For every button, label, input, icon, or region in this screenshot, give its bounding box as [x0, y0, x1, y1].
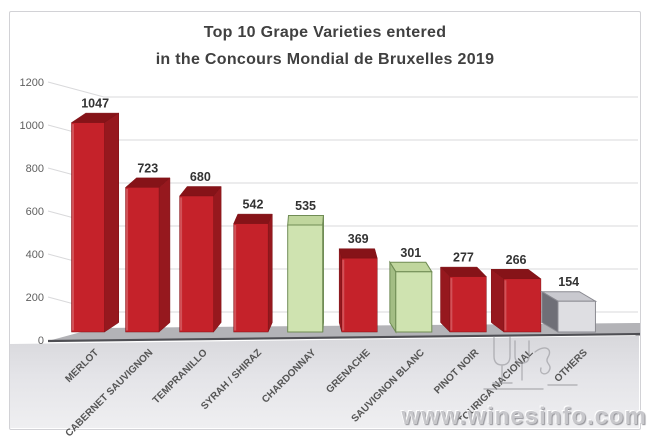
bar-value-label: 301 — [400, 246, 421, 260]
watermark-text: www.winesinfo.com — [401, 403, 647, 430]
bar-side-face — [389, 260, 397, 334]
bar-chardonnay — [287, 215, 325, 333]
bar-tempranillo — [179, 185, 222, 333]
chart-frame-border — [9, 11, 641, 430]
bar-value-label: 266 — [506, 253, 527, 267]
y-tick-label: 200 — [26, 292, 44, 304]
x-category-label: CHARDONNAY — [260, 347, 318, 405]
floor-shadow — [10, 336, 639, 428]
chart-title-line1: Top 10 Grape Varieties entered — [203, 24, 447, 41]
wine-glass-icon — [514, 340, 530, 381]
bar-sauvignon-blanc — [388, 260, 433, 334]
bar-side-face — [158, 177, 171, 333]
bar-front-face — [503, 278, 542, 333]
x-category-label: TEMPRANILLO — [151, 347, 210, 406]
bar-value-label: 542 — [243, 198, 264, 212]
bar-value-label: 369 — [348, 232, 369, 246]
y-tick-label: 0 — [38, 335, 44, 347]
bar-value-label: 1047 — [81, 97, 109, 111]
bar-side-face — [490, 268, 505, 333]
x-category-label: CABERNET SAUVIGNON — [64, 347, 156, 438]
x-category-label: OTHERS — [553, 347, 590, 384]
bar-front-face — [71, 122, 105, 333]
bar-front-face — [395, 271, 433, 333]
bar-top-face — [287, 215, 325, 226]
bar-side-face — [338, 248, 342, 333]
bar-side-face — [213, 185, 222, 333]
bar-top-face — [388, 261, 433, 273]
doodle-underline — [483, 384, 578, 390]
bar-side-face — [440, 266, 451, 333]
bar-value-label: 154 — [558, 275, 579, 289]
scribble-mark — [534, 347, 551, 375]
bar-value-label: 723 — [137, 161, 158, 175]
bar-top-face — [233, 213, 273, 224]
bar-front-face — [287, 224, 324, 333]
bar-top-face — [338, 248, 378, 259]
bar-side-face — [104, 112, 120, 333]
bar-value-label: 535 — [295, 199, 316, 213]
x-category-label: PINOT NOIR — [432, 347, 482, 397]
gridline-1200 — [47, 81, 638, 98]
x-category-label: GRENACHE — [324, 347, 372, 395]
bar-front-face — [449, 276, 487, 333]
gridline-1000 — [47, 124, 638, 141]
bar-front-face — [341, 257, 378, 333]
bar-merlot — [70, 112, 120, 333]
bar-syrah-shiraz — [233, 213, 273, 333]
bar-others — [540, 290, 598, 333]
y-tick-label: 1200 — [20, 77, 44, 89]
bar-front-face — [557, 300, 596, 333]
x-category-label: SYRAH / SHIRAZ — [199, 347, 264, 412]
chart-title-line2: in the Concours Mondial de Bruxelles 201… — [155, 51, 495, 68]
y-tick-label: 600 — [26, 206, 44, 218]
floor-front-edge — [47, 332, 641, 343]
bar-pinot-noir — [439, 266, 487, 333]
bar-touriga-nacional — [490, 268, 542, 333]
y-tick-label: 400 — [26, 249, 44, 261]
chart-title: Top 10 Grape Varieties entered in the Co… — [0, 19, 650, 73]
bar-front-face — [179, 195, 214, 333]
bar-value-label: 680 — [190, 170, 211, 184]
y-tick-label: 1000 — [20, 120, 44, 132]
bar-cabernet-sauvignon — [124, 177, 171, 333]
bar-side-face — [267, 213, 273, 333]
wine-glass-doodle — [483, 336, 578, 390]
bar-front-face — [233, 223, 269, 333]
wine-glass-icon — [492, 336, 513, 384]
bar-front-face — [125, 187, 160, 333]
bar-value-label: 277 — [453, 251, 474, 265]
x-category-label: MERLOT — [63, 347, 101, 385]
y-tick-label: 800 — [26, 163, 44, 175]
bar-grenache — [338, 248, 378, 333]
